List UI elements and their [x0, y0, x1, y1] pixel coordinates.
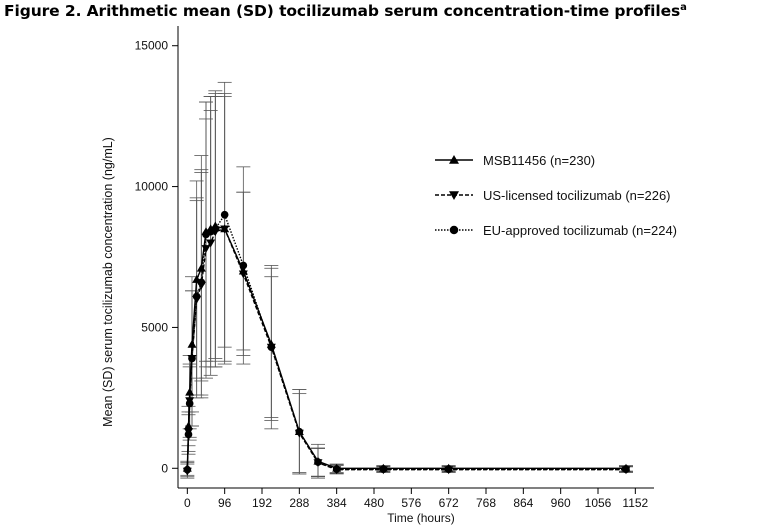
legend-marker: [449, 191, 459, 200]
data-point: [197, 278, 206, 287]
axes: 0 96 192 288 384 480 576 672 768 864 960 1056 1152 0 5…: [101, 26, 654, 525]
x-axis-title: Time (hours): [387, 511, 455, 525]
x-tick-label: 192: [252, 496, 272, 510]
y-tick-label: 5000: [141, 320, 168, 334]
data-point: [206, 239, 216, 248]
x-tick-label: 288: [289, 496, 309, 510]
series-3: [183, 210, 630, 474]
y-tick-label: 10000: [135, 180, 169, 194]
data-point: [183, 465, 192, 474]
series-1: [182, 221, 631, 472]
data-point: [332, 465, 341, 473]
data-point: [220, 225, 230, 234]
legend-label: US-licensed tocilizumab (n=226): [483, 188, 671, 203]
series-line: [186, 225, 626, 469]
x-tick-label: 1056: [585, 496, 612, 510]
legend-entry-1: MSB11456 (n=230): [435, 153, 595, 168]
x-tick-label: 768: [476, 496, 496, 510]
data-point: [187, 339, 197, 348]
x-tick-label: 96: [218, 496, 232, 510]
legend-marker: [449, 225, 459, 235]
legend-label: EU-approved tocilizumab (n=224): [483, 223, 677, 238]
x-tick-label: 480: [364, 496, 384, 510]
y-tick-label: 15000: [135, 39, 169, 53]
data-point: [211, 225, 220, 233]
series-line: [186, 227, 626, 472]
data-point: [622, 465, 630, 473]
data-point: [267, 343, 276, 351]
data-point: [220, 210, 229, 219]
x-tick-label: 1152: [622, 496, 648, 510]
data-point: [201, 245, 211, 254]
legend-entry-2: US-licensed tocilizumab (n=226): [435, 188, 671, 203]
legend-label: MSB11456 (n=230): [483, 153, 595, 168]
data-point: [196, 263, 206, 272]
data-point: [239, 261, 248, 270]
data-point: [185, 399, 194, 408]
series-line: [186, 213, 626, 470]
figure-title-footnote-mark: a: [680, 1, 687, 13]
x-tick-label: 960: [551, 496, 571, 510]
x-tick-label: 0: [184, 496, 191, 510]
data-point: [444, 465, 453, 473]
data-point: [295, 427, 304, 436]
y-axis-title: Mean (SD) serum tocilizumab concentratio…: [101, 137, 115, 427]
legend-entry-3: EU-approved tocilizumab (n=224): [435, 223, 677, 238]
data-point: [192, 292, 201, 301]
x-tick-label: 384: [327, 496, 347, 510]
series-2: [182, 225, 631, 476]
series-lines: [182, 210, 631, 476]
data-point: [184, 430, 193, 439]
legend-marker: [449, 155, 459, 164]
x-tick-label: 672: [439, 496, 459, 510]
data-point: [379, 465, 388, 473]
x-tick-label: 864: [513, 496, 533, 510]
data-point: [314, 458, 322, 466]
figure-title: Figure 2. Arithmetic mean (SD) tocilizum…: [4, 2, 687, 20]
data-point: [238, 270, 248, 279]
legend: MSB11456 (n=230) US-licensed tocilizumab …: [435, 153, 677, 238]
x-tick-label: 576: [401, 496, 421, 510]
data-point: [188, 354, 196, 363]
figure-title-text: Figure 2. Arithmetic mean (SD) tocilizum…: [4, 2, 681, 20]
y-tick-label: 0: [161, 461, 168, 475]
